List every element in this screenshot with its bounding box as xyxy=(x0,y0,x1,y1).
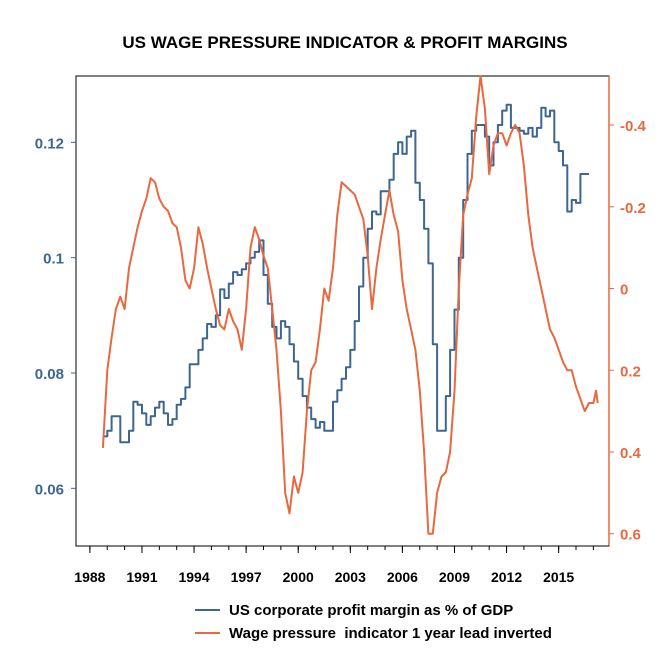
y-left-tick-label: 0.06 xyxy=(35,481,64,498)
y-right-tick-label: -0.4 xyxy=(620,118,647,135)
series-layer xyxy=(101,75,599,535)
chart-title: US WAGE PRESSURE INDICATOR & PROFIT MARG… xyxy=(122,33,567,52)
x-tick-label: 1988 xyxy=(74,569,105,585)
legend-label-wage-pressure: Wage pressure indicator 1 year lead inve… xyxy=(229,625,552,642)
y-left-tick-label: 0.1 xyxy=(43,251,64,268)
y-right-axis: -0.4 -0.2 0 0.2 0.4 0.6 xyxy=(609,118,647,544)
y-right-tick-label: 0 xyxy=(620,282,628,299)
x-tick-label: 2012 xyxy=(491,569,522,585)
legend-label-profit-margin: US corporate profit margin as % of GDP xyxy=(229,602,513,619)
series-line-0 xyxy=(102,103,589,444)
x-axis: 1988 1991 1994 1997 2000 2003 2006 2009 2012 2015 xyxy=(74,545,609,585)
y-left-tick-label: 0.08 xyxy=(35,366,64,383)
x-tick-label: 2003 xyxy=(335,569,366,585)
y-right-tick-label: 0.4 xyxy=(620,445,642,462)
x-tick-label: 2009 xyxy=(439,569,470,585)
y-left-axis: 0.06 0.08 0.1 0.12 xyxy=(35,135,76,498)
y-right-tick-label: -0.2 xyxy=(620,200,646,217)
x-tick-label: 1994 xyxy=(178,569,209,585)
legend: US corporate profit margin as % of GDP W… xyxy=(195,602,552,642)
x-tick-label: 2000 xyxy=(283,569,314,585)
series-line-1 xyxy=(101,75,599,535)
y-right-tick-label: 0.6 xyxy=(620,527,641,544)
y-right-tick-label: 0.2 xyxy=(620,363,641,380)
y-left-tick-label: 0.12 xyxy=(35,135,64,152)
x-tick-label: 2015 xyxy=(543,569,574,585)
x-tick-label: 1997 xyxy=(231,569,262,585)
plot-frame xyxy=(75,75,610,547)
x-tick-label: 2006 xyxy=(387,569,418,585)
x-tick-label: 1991 xyxy=(126,569,157,585)
